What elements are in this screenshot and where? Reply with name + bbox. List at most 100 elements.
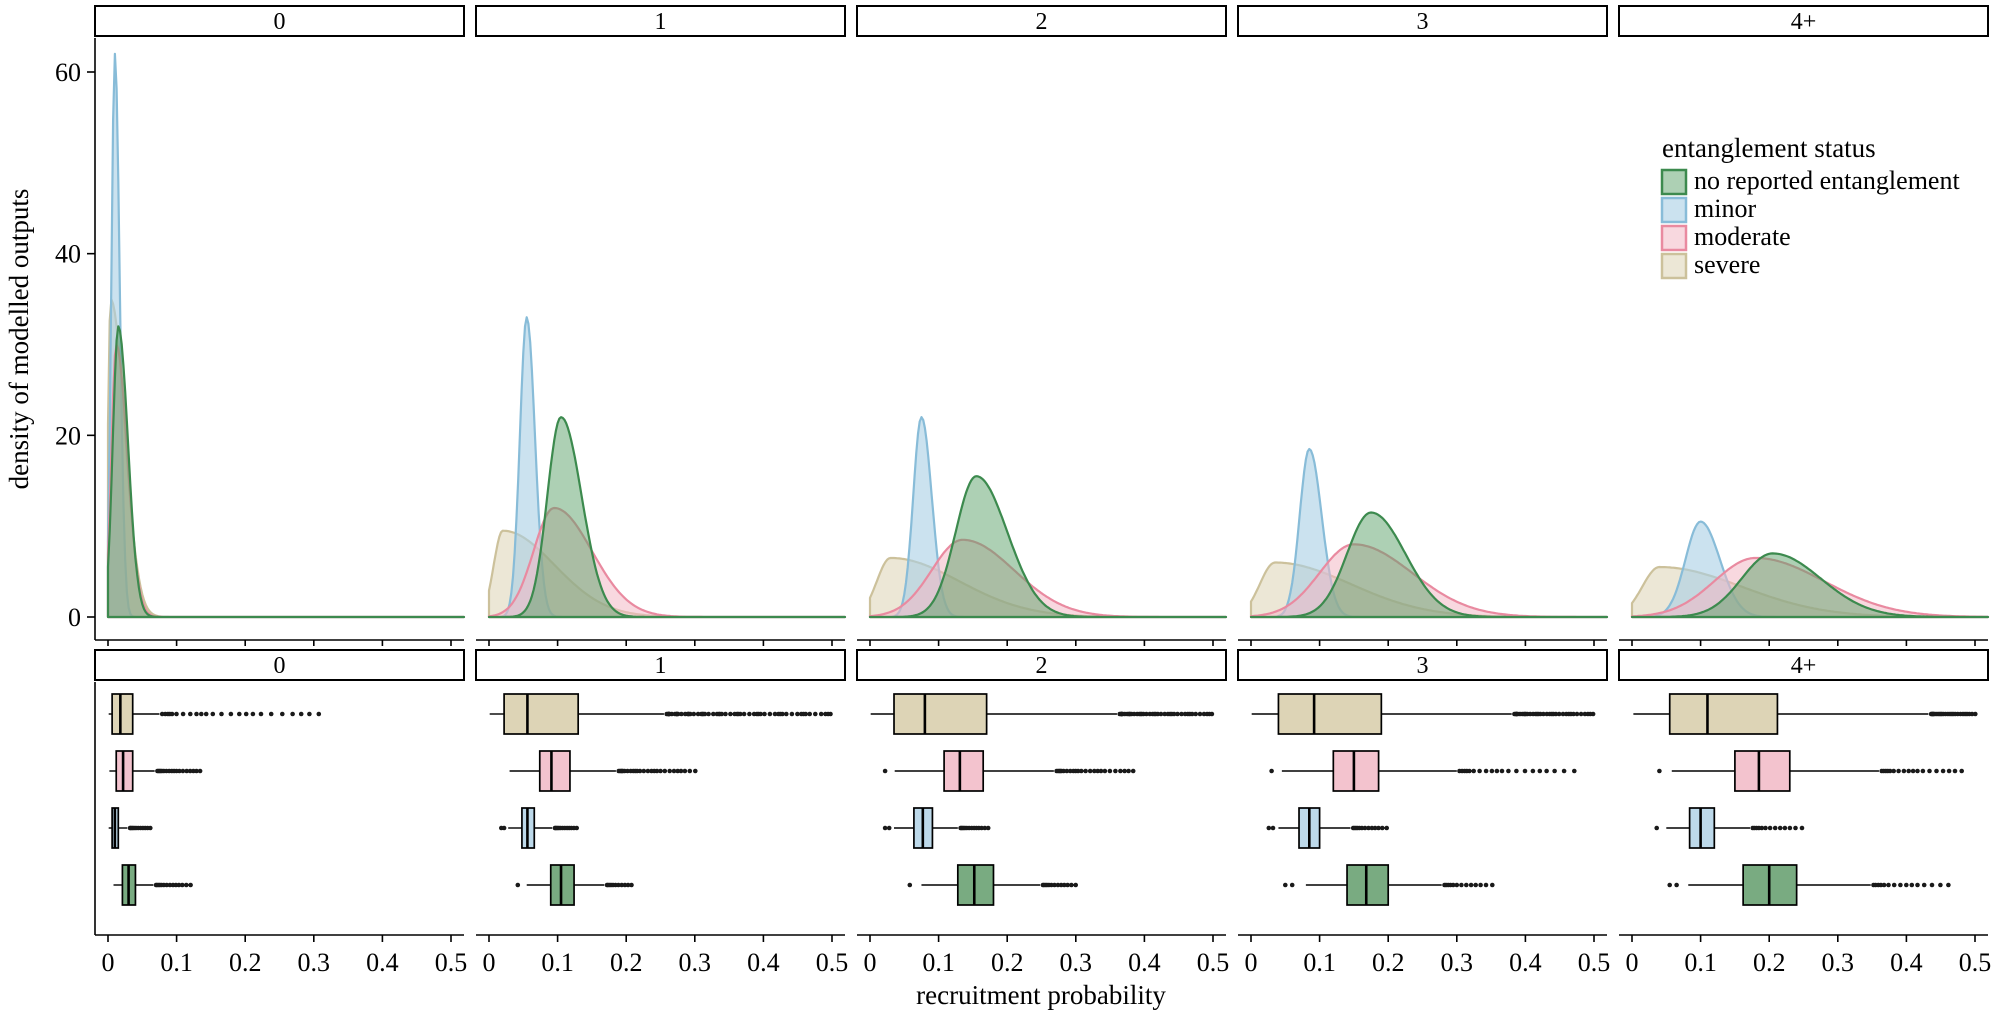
boxplot-severe — [108, 693, 322, 735]
outlier-point — [1369, 825, 1375, 831]
box — [503, 693, 580, 735]
outlier-point-low — [515, 882, 521, 888]
outlier-point-low — [1654, 825, 1659, 831]
outlier-point — [1372, 825, 1378, 831]
outlier-point — [243, 711, 249, 717]
outlier-point — [1087, 768, 1093, 774]
outlier-point — [654, 768, 660, 774]
outlier-point — [1489, 768, 1495, 774]
outlier-point — [1906, 768, 1911, 774]
outlier-point — [1384, 825, 1389, 831]
outlier-point — [691, 711, 697, 717]
boxplot-moderate — [109, 750, 203, 792]
box — [111, 693, 134, 735]
facet-strip-bottom-label: 1 — [655, 653, 667, 679]
outlier-point-low — [1674, 882, 1679, 888]
outlier-point-low — [1266, 825, 1272, 831]
outlier-point — [1113, 768, 1118, 774]
outlier-point — [1759, 825, 1765, 831]
outlier-point — [184, 768, 189, 774]
boxplot-none — [1283, 864, 1495, 906]
outlier-point — [1544, 768, 1549, 774]
outlier-point — [1896, 768, 1901, 774]
x-tick-label: 0.5 — [816, 948, 849, 977]
outlier-point — [1478, 882, 1483, 888]
facet-strip-bottom-label: 0 — [274, 653, 286, 679]
outlier-point — [780, 711, 785, 717]
outlier-point — [1122, 768, 1127, 774]
legend-entry-label: minor — [1694, 194, 1756, 223]
outlier-point — [1483, 768, 1489, 774]
outlier-point — [1477, 768, 1482, 774]
outlier-point — [1904, 882, 1909, 888]
outlier-point — [1572, 768, 1577, 774]
y-axis-title: density of modelled outputs — [4, 189, 34, 490]
outlier-point — [1073, 882, 1078, 888]
x-tick-label: 0.2 — [610, 948, 643, 977]
outlier-point — [1952, 768, 1958, 774]
box — [956, 864, 995, 906]
outlier-point — [625, 882, 631, 888]
outlier-point — [228, 711, 234, 717]
outlier-point — [1891, 768, 1896, 774]
outlier-point — [675, 711, 681, 717]
legend-entry-label: moderate — [1694, 222, 1791, 251]
outlier-point — [1959, 768, 1964, 774]
x-tick-label: 0.1 — [541, 948, 574, 977]
outlier-point — [1793, 825, 1798, 831]
outlier-point — [188, 711, 193, 717]
facet-strip-bottom — [856, 649, 1227, 681]
facet-strip-top — [475, 5, 846, 37]
outlier-point — [199, 711, 204, 717]
outlier-point — [1468, 882, 1474, 888]
outlier-point — [723, 711, 728, 717]
outlier-point — [258, 711, 264, 717]
facet-strip-bottom — [1237, 649, 1608, 681]
boxplot-minor — [499, 807, 579, 849]
boxplot-severe — [870, 693, 1215, 735]
outlier-point — [982, 825, 988, 831]
outlier-point — [1490, 882, 1495, 888]
outlier-point — [658, 768, 663, 774]
outlier-point — [728, 711, 733, 717]
outlier-point — [164, 882, 169, 888]
outlier-point — [706, 711, 711, 717]
outlier-point — [1887, 768, 1893, 774]
facet-strip-top-label: 1 — [655, 9, 667, 35]
legend-swatch-minor — [1660, 196, 1688, 224]
outlier-point — [828, 711, 833, 717]
facet-strip-top — [94, 5, 465, 37]
outlier-point-low — [1289, 882, 1295, 888]
outlier-point — [1969, 711, 1975, 717]
outlier-point — [1494, 768, 1500, 774]
legend-entry-label: no reported entanglement — [1694, 166, 1960, 195]
outlier-point — [1909, 882, 1915, 888]
outlier-point — [1787, 825, 1793, 831]
outlier-point-low — [1667, 882, 1672, 888]
outlier-point — [1763, 825, 1768, 831]
outlier-point — [695, 711, 701, 717]
outlier-point — [1561, 768, 1567, 774]
outlier-point — [316, 711, 322, 717]
outlier-point — [1362, 825, 1368, 831]
x-tick-label: 0.5 — [435, 948, 468, 977]
outlier-point — [1514, 768, 1519, 774]
boxplot-none — [1667, 864, 1951, 906]
outlier-point — [758, 711, 763, 717]
x-tick-label: 0.1 — [1303, 948, 1336, 977]
facet-strip-bottom — [475, 649, 846, 681]
y-tick-label: 0 — [68, 603, 81, 632]
outlier-point — [1118, 768, 1123, 774]
box — [538, 750, 571, 792]
outlier-point — [979, 825, 984, 831]
facet-strip-top-label: 2 — [1036, 9, 1048, 35]
outlier-point — [772, 711, 778, 717]
outlier-point — [1522, 768, 1528, 774]
outlier-point — [813, 711, 818, 717]
outlier-point — [747, 711, 752, 717]
density-curve-none — [487, 416, 847, 619]
outlier-point — [197, 768, 203, 774]
outlier-point — [1881, 882, 1887, 888]
